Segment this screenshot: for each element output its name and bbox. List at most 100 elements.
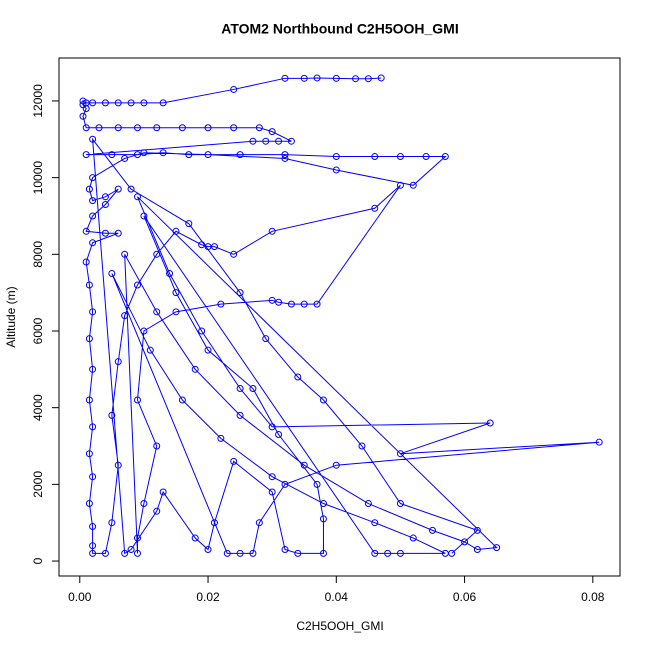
data-point: [140, 327, 148, 335]
data-point: [101, 549, 109, 557]
data-point: [85, 396, 93, 404]
data-point: [364, 75, 372, 83]
data-point: [236, 289, 244, 297]
data-point: [121, 250, 129, 258]
data-point: [85, 450, 93, 458]
data-point: [275, 431, 283, 439]
data-point: [313, 74, 321, 82]
data-point: [191, 365, 199, 373]
data-point: [448, 549, 456, 557]
data-point: [114, 185, 122, 193]
data-point: [300, 74, 308, 82]
data-point: [172, 289, 180, 297]
data-point: [133, 193, 141, 201]
data-point: [384, 549, 392, 557]
data-point: [281, 546, 289, 554]
data-point: [313, 480, 321, 488]
data-point: [114, 358, 122, 366]
data-point: [313, 300, 321, 308]
data-point: [89, 365, 97, 373]
data-point: [133, 124, 141, 132]
data-point: [114, 461, 122, 469]
data-point: [198, 241, 206, 249]
data-point: [85, 335, 93, 343]
data-point: [377, 74, 385, 82]
data-point: [82, 124, 90, 132]
data-point: [198, 327, 206, 335]
data-point: [178, 396, 186, 404]
data-point: [236, 151, 244, 159]
data-point: [262, 335, 270, 343]
data-point: [281, 154, 289, 162]
data-point: [300, 300, 308, 308]
data-point: [159, 99, 167, 107]
data-point: [82, 258, 90, 266]
data-point: [89, 542, 97, 550]
data-point: [371, 204, 379, 212]
data-point: [121, 549, 129, 557]
data-point: [332, 166, 340, 174]
data-point: [461, 538, 469, 546]
data-point: [268, 227, 276, 235]
data-point: [210, 243, 218, 251]
data-point: [210, 519, 218, 527]
data-point: [236, 385, 244, 393]
data-point: [332, 153, 340, 161]
data-point: [159, 488, 167, 496]
plot-frame: [58, 57, 621, 577]
data-point: [230, 124, 238, 132]
data-point: [133, 281, 141, 289]
data-point: [255, 124, 263, 132]
data-point: [140, 149, 148, 157]
data-point: [422, 153, 430, 161]
data-point: [371, 153, 379, 161]
data-point: [255, 519, 263, 527]
data-point: [236, 549, 244, 557]
data-point: [89, 174, 97, 182]
y-tick-label: 10000: [31, 161, 45, 195]
data-point: [486, 419, 494, 427]
y-tick-label: 2000: [31, 471, 45, 498]
data-point: [371, 549, 379, 557]
data-point: [319, 500, 327, 508]
x-tick-label: 0.06: [453, 590, 477, 604]
data-point: [493, 544, 501, 552]
data-point: [332, 461, 340, 469]
x-tick-label: 0.00: [68, 590, 92, 604]
chart-title: ATOM2 Northbound C2H5OOH_GMI: [221, 21, 458, 37]
data-point: [268, 128, 276, 136]
y-axis-label: Altitude (m): [4, 286, 18, 347]
data-point: [236, 411, 244, 419]
data-point: [281, 480, 289, 488]
data-point: [114, 99, 122, 107]
data-point: [159, 149, 167, 157]
data-point: [172, 227, 180, 235]
y-tick-label: 8000: [31, 241, 45, 268]
data-point: [89, 239, 97, 247]
data-point: [140, 212, 148, 220]
y-tick-label: 6000: [31, 317, 45, 344]
data-point: [281, 74, 289, 82]
data-point: [319, 549, 327, 557]
data-point: [409, 534, 417, 542]
data-point: [95, 124, 103, 132]
data-point: [127, 185, 135, 193]
data-point: [133, 151, 141, 159]
data-point: [204, 124, 212, 132]
plot-area: [79, 74, 603, 557]
y-tick-label: 4000: [31, 394, 45, 421]
data-point: [294, 549, 302, 557]
data-point: [85, 500, 93, 508]
data-point: [172, 308, 180, 316]
data-point: [101, 200, 109, 208]
data-point: [268, 296, 276, 304]
data-point: [114, 229, 122, 237]
data-point: [89, 549, 97, 557]
data-point: [82, 151, 90, 159]
data-point: [249, 549, 257, 557]
data-point: [595, 438, 603, 446]
data-point: [114, 124, 122, 132]
data-point: [268, 473, 276, 481]
data-point: [101, 193, 109, 201]
